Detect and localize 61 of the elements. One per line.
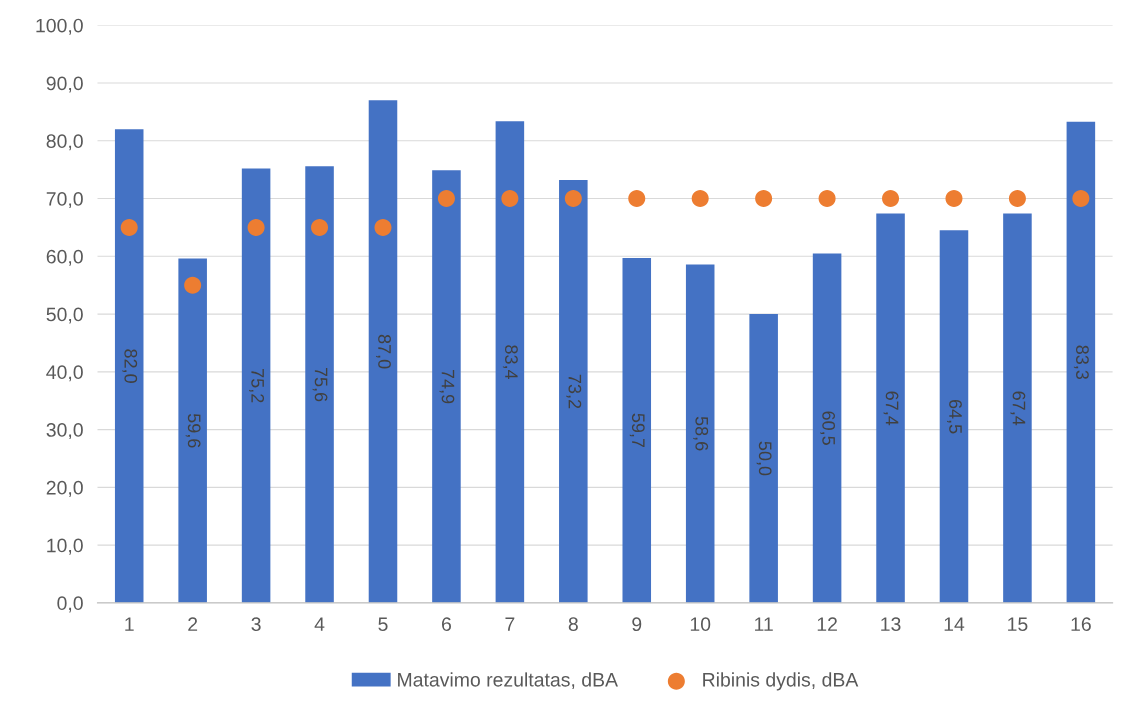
y-tick-label: 20,0 — [46, 480, 83, 497]
y-tick-label: 70,0 — [46, 192, 83, 209]
x-tick-label: 8 — [568, 617, 578, 632]
data-label: 75,2 — [249, 369, 265, 403]
bar — [812, 253, 842, 603]
bar — [432, 170, 461, 603]
y-tick-label: 30,0 — [46, 423, 83, 440]
x-tick-label: 16 — [1071, 617, 1091, 632]
data-label: 60,5 — [820, 411, 836, 445]
bar — [1003, 213, 1032, 603]
y-tick-label: 80,0 — [46, 134, 83, 151]
x-tick-label: 5 — [378, 617, 388, 632]
bar — [241, 168, 271, 603]
x-tick-label: 9 — [632, 617, 642, 632]
data-label: 59,6 — [185, 413, 201, 448]
y-tick-label: 0,0 — [57, 596, 83, 613]
x-tick-label: 7 — [505, 617, 515, 631]
y-tick-label: 40,0 — [46, 365, 83, 382]
x-tick-label: 12 — [817, 617, 837, 631]
bar — [622, 258, 652, 603]
y-tick-label: 100,0 — [36, 18, 83, 35]
bar — [749, 314, 778, 603]
data-label: 67,4 — [883, 391, 899, 426]
x-tick-label: 4 — [314, 617, 325, 631]
y-tick-label: 10,0 — [47, 538, 83, 555]
bar — [305, 166, 334, 603]
bar — [114, 129, 144, 603]
bar — [559, 180, 588, 603]
x-tick-label: 3 — [251, 617, 261, 632]
x-tick-label: 6 — [442, 617, 451, 632]
data-label: 73,2 — [566, 374, 582, 409]
x-tick-label: 13 — [881, 617, 901, 632]
data-label: 82,0 — [122, 349, 138, 383]
bar — [939, 230, 969, 603]
data-label: 59,7 — [629, 413, 645, 448]
y-tick-label: 50,0 — [46, 307, 83, 324]
bar — [1066, 121, 1096, 603]
data-label: 58,6 — [693, 416, 709, 451]
bar — [495, 121, 525, 603]
data-label: 83,4 — [502, 345, 518, 380]
legend-label: Ribinis dydis, dBA — [703, 672, 859, 691]
data-label: 75,6 — [312, 367, 328, 402]
data-label: 67,4 — [1010, 391, 1026, 426]
x-tick-label: 14 — [944, 617, 965, 631]
data-label: 50,0 — [756, 441, 772, 476]
legend-label: Matavimo rezultatas, dBA — [398, 672, 618, 689]
x-tick-label: 2 — [188, 617, 198, 631]
data-label: 64,5 — [947, 399, 962, 434]
y-tick-label: 90,0 — [46, 76, 83, 93]
data-label: 83,3 — [1073, 345, 1089, 380]
y-tick-label: 60,0 — [46, 249, 83, 266]
bar — [876, 213, 905, 603]
x-tick-label: 10 — [690, 617, 711, 632]
data-label: 87,0 — [376, 334, 391, 369]
x-tick-label: 15 — [1008, 617, 1028, 632]
bar — [685, 264, 715, 603]
x-tick-label: 11 — [755, 617, 773, 631]
data-label: 74,9 — [439, 369, 455, 404]
x-tick-label: 1 — [125, 617, 134, 631]
bar — [178, 258, 207, 603]
bar — [368, 100, 398, 603]
